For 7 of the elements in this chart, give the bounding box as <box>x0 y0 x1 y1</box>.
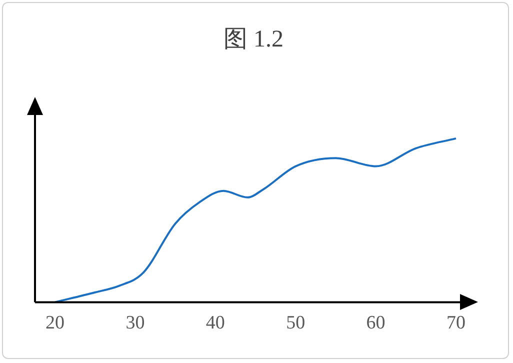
chart-title: 图 1.2 <box>224 26 284 53</box>
x-tick-label: 70 <box>446 312 466 334</box>
x-tick-label: 50 <box>286 312 306 334</box>
x-tick-label: 60 <box>366 312 386 334</box>
x-tick-label: 20 <box>46 312 65 334</box>
x-tick-label: 40 <box>206 312 225 334</box>
x-tick-label: 30 <box>126 312 145 334</box>
